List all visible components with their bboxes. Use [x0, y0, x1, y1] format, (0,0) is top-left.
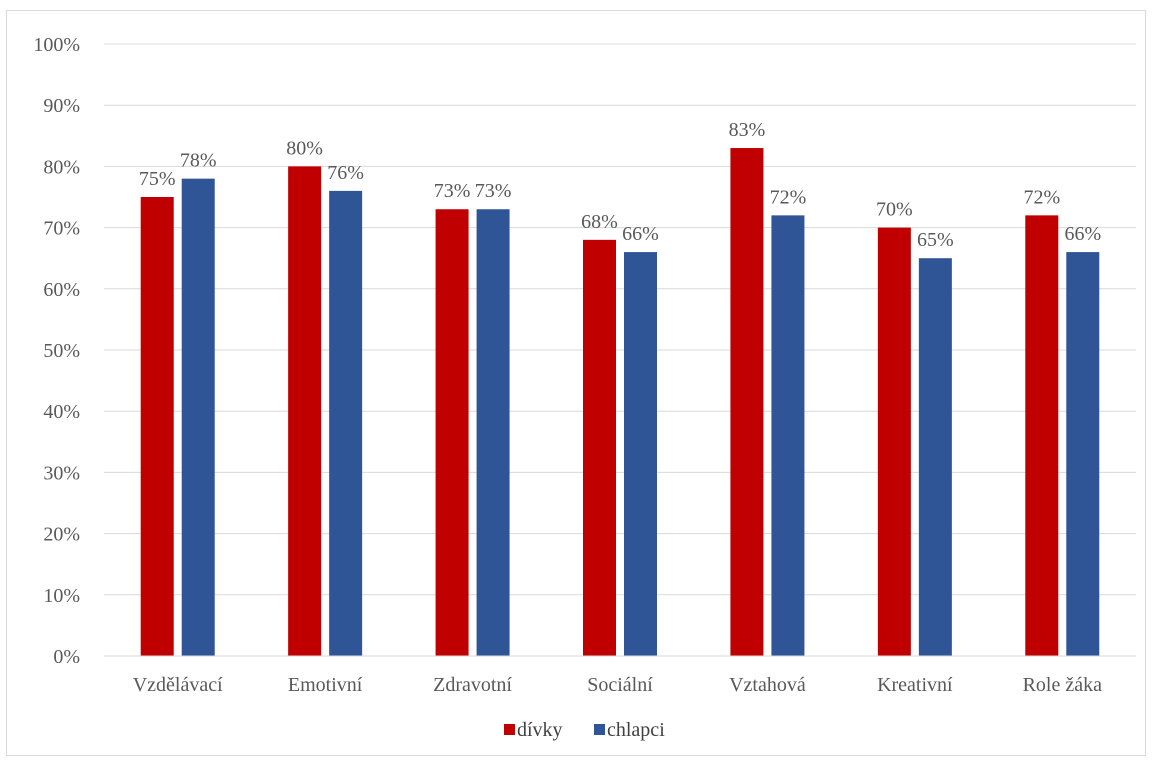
- category-label: Zdravotní: [433, 674, 512, 696]
- data-label: 73%: [434, 180, 471, 202]
- legend-label: dívky: [517, 719, 563, 741]
- data-label: 68%: [581, 211, 618, 233]
- bar-chlapci-6: [1066, 252, 1100, 656]
- category-label: Role žáka: [1023, 674, 1103, 696]
- data-label: 66%: [622, 223, 659, 245]
- bar-chlapci-4: [771, 215, 805, 657]
- bar-dívky-1: [288, 166, 322, 656]
- data-label: 73%: [475, 180, 512, 202]
- category-label: Emotivní: [288, 674, 363, 696]
- y-tick-label: 90%: [43, 95, 80, 117]
- bar-chlapci-5: [918, 258, 952, 656]
- data-label: 72%: [1023, 186, 1060, 208]
- y-tick-label: 30%: [43, 462, 80, 484]
- y-tick-label: 60%: [43, 279, 80, 301]
- bar-dívky-0: [140, 197, 174, 656]
- bar-dívky-6: [1025, 215, 1059, 657]
- data-label: 75%: [139, 168, 176, 190]
- legend-swatch-dívky: [504, 724, 515, 735]
- data-label: 83%: [729, 119, 766, 141]
- bar-dívky-5: [877, 227, 911, 656]
- bar-dívky-2: [435, 209, 469, 657]
- y-tick-label: 50%: [43, 340, 80, 362]
- bar-chlapci-0: [181, 178, 215, 656]
- y-tick-label: 100%: [33, 34, 80, 56]
- data-label: 80%: [286, 137, 323, 159]
- bar-dívky-4: [730, 148, 764, 657]
- data-label: 72%: [770, 186, 807, 208]
- category-label: Vzdělávací: [133, 674, 223, 696]
- y-tick-label: 10%: [43, 585, 80, 607]
- legend-label: chlapci: [607, 719, 665, 741]
- category-label: Kreativní: [877, 674, 953, 696]
- legend-swatch-chlapci: [594, 724, 605, 735]
- bar-chlapci-2: [476, 209, 510, 657]
- bar-chlapci-1: [329, 190, 363, 656]
- data-label: 66%: [1064, 223, 1101, 245]
- data-label: 76%: [327, 162, 364, 184]
- y-tick-label: 40%: [43, 401, 80, 423]
- y-tick-label: 0%: [53, 646, 80, 668]
- bar-chlapci-3: [624, 252, 657, 656]
- data-label: 70%: [876, 199, 913, 221]
- data-label: 78%: [180, 150, 217, 172]
- y-tick-label: 20%: [43, 524, 80, 546]
- bar-dívky-3: [583, 239, 616, 656]
- y-tick-label: 80%: [43, 156, 80, 178]
- category-label: Sociální: [587, 674, 653, 696]
- data-label: 65%: [917, 229, 954, 251]
- y-tick-label: 70%: [43, 218, 80, 240]
- category-label: Vztahová: [729, 674, 806, 696]
